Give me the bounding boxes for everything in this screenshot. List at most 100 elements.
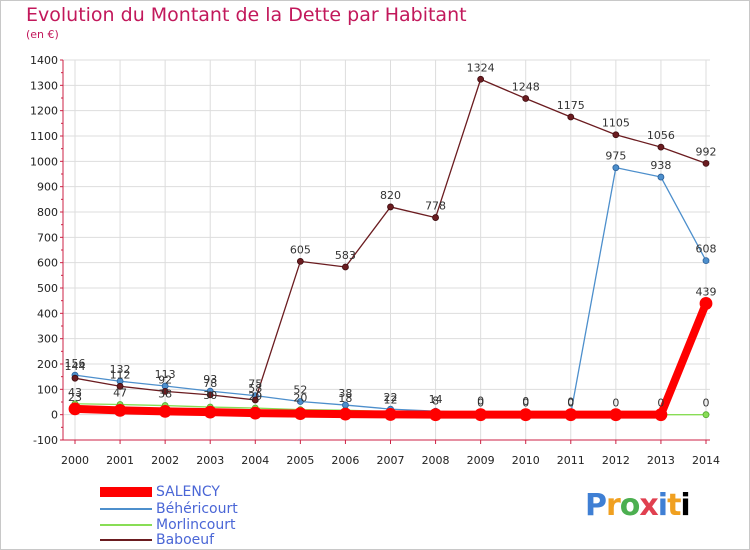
data-label-morlincourt: 0: [567, 397, 574, 410]
data-point-behericourt: [612, 164, 620, 172]
chart-title: Evolution du Montant de la Dette par Hab…: [26, 4, 467, 26]
legend-swatch-morlincourt: [100, 524, 152, 526]
data-label-salency: 439: [696, 285, 717, 298]
data-point-salency: [519, 408, 533, 422]
y-tick-label: -100: [33, 434, 58, 447]
data-label-behericourt: 608: [696, 243, 717, 256]
y-tick-label: 200: [37, 358, 58, 371]
y-tick-label: 0: [51, 409, 58, 422]
data-label-behericourt: 0: [522, 395, 529, 408]
data-point-baboeuf: [522, 95, 530, 102]
data-label-baboeuf: 820: [380, 189, 401, 202]
y-axis-unit: (en €): [26, 28, 59, 41]
legend-swatch-baboeuf: [100, 539, 152, 541]
data-label-behericourt: 113: [155, 368, 176, 381]
legend-item-behericourt[interactable]: Béhéricourt: [100, 501, 238, 517]
data-label-morlincourt: 38: [158, 388, 172, 401]
data-label-morlincourt: 30: [203, 389, 217, 402]
data-label-behericourt: 14: [429, 393, 443, 406]
data-label-baboeuf: 992: [696, 145, 717, 158]
data-point-salency: [654, 408, 668, 422]
y-tick-label: 1300: [30, 79, 58, 92]
data-point-behericourt: [702, 257, 710, 265]
legend-label-morlincourt: Morlincourt: [156, 517, 236, 533]
legend-item-salency[interactable]: SALENCY: [100, 484, 220, 500]
data-point-baboeuf: [251, 396, 259, 404]
data-point-baboeuf: [477, 75, 485, 83]
data-point-baboeuf: [342, 263, 349, 271]
data-point-salency: [68, 402, 82, 416]
x-tick-label: 2014: [692, 454, 720, 467]
data-point-behericourt: [296, 398, 304, 405]
data-label-morlincourt: 47: [113, 387, 127, 400]
legend-label-baboeuf: Baboeuf: [156, 532, 215, 548]
data-label-baboeuf: 58: [248, 382, 262, 395]
data-point-baboeuf: [161, 387, 169, 395]
data-point-baboeuf: [71, 374, 79, 382]
y-tick-label: 600: [37, 257, 58, 270]
data-point-salency: [113, 403, 127, 417]
data-label-behericourt: 75: [248, 378, 262, 391]
y-tick-label: 1400: [30, 54, 58, 67]
data-label-behericourt: 93: [203, 373, 217, 386]
data-point-salency: [429, 408, 442, 422]
data-point-salency: [339, 407, 352, 421]
data-point-baboeuf: [296, 257, 304, 265]
data-label-morlincourt: 0: [612, 397, 619, 410]
x-tick-label: 2010: [512, 454, 540, 467]
data-label-baboeuf: 1056: [647, 129, 675, 142]
x-tick-label: 2004: [241, 454, 269, 467]
y-tick-label: 1100: [30, 130, 58, 143]
x-tick-label: 2011: [557, 454, 585, 467]
data-label-morlincourt: 43: [68, 386, 82, 399]
series-lines: [68, 75, 713, 422]
data-label-behericourt: 132: [110, 363, 131, 376]
y-tick-label: 300: [37, 333, 58, 346]
data-label-behericourt: 22: [384, 391, 398, 404]
legend-item-morlincourt[interactable]: Morlincourt: [100, 517, 235, 533]
legend-swatch-behericourt: [100, 508, 152, 510]
x-tick-label: 2003: [196, 454, 224, 467]
y-tick-label: 800: [37, 206, 58, 219]
brand-logo: Proxiti: [585, 488, 691, 523]
data-point-baboeuf: [387, 203, 394, 211]
data-point-baboeuf: [612, 131, 620, 139]
x-tick-label: 2001: [106, 454, 134, 467]
data-point-baboeuf: [432, 214, 439, 221]
data-label-baboeuf: 1105: [602, 117, 630, 130]
data-label-baboeuf: 1324: [467, 61, 495, 74]
data-label-morlincourt: 8: [432, 395, 439, 408]
y-tick-label: 1000: [30, 155, 58, 168]
data-label-behericourt: 38: [338, 387, 352, 400]
x-tick-label: 2006: [331, 454, 359, 467]
data-point-behericourt: [657, 173, 665, 181]
x-tick-label: 2002: [151, 454, 179, 467]
data-point-salency: [248, 406, 262, 420]
data-label-morlincourt: 0: [703, 397, 710, 410]
data-label-morlincourt: 18: [338, 392, 352, 405]
y-tick-label: 100: [37, 383, 58, 396]
x-tick-label: 2008: [422, 454, 450, 467]
data-point-salency: [474, 408, 488, 422]
data-label-baboeuf: 92: [158, 373, 172, 386]
y-tick-label: 900: [37, 181, 58, 194]
legend-item-baboeuf[interactable]: Baboeuf: [100, 532, 214, 548]
data-point-baboeuf: [116, 382, 124, 390]
data-point-baboeuf: [702, 159, 710, 167]
data-label-baboeuf: 78: [203, 377, 217, 390]
data-label-baboeuf: 1175: [557, 99, 585, 112]
data-point-salency: [699, 297, 713, 310]
data-label-baboeuf: 1248: [512, 81, 540, 94]
data-point-baboeuf: [206, 391, 214, 399]
data-label-behericourt: 52: [293, 383, 307, 396]
data-point-salency: [293, 407, 307, 421]
data-point-salency: [203, 405, 217, 419]
legend-label-salency: SALENCY: [156, 484, 220, 500]
data-label-behericourt: 0: [477, 395, 484, 408]
legend-label-behericourt: Béhéricourt: [156, 501, 238, 517]
data-label-behericourt: 975: [605, 150, 626, 163]
data-point-salency: [158, 404, 172, 418]
data-label-morlincourt: 0: [522, 397, 529, 410]
